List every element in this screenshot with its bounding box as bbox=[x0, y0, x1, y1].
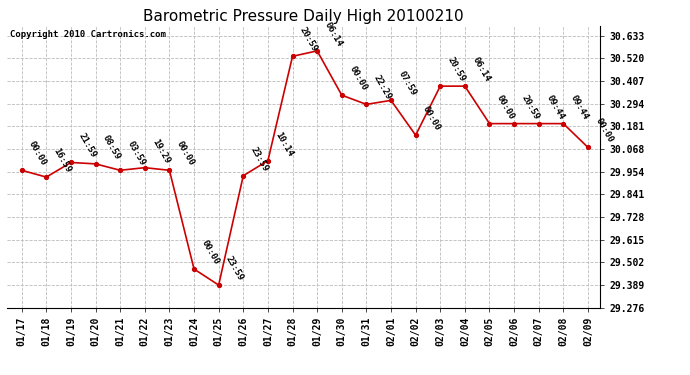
Text: 23:59: 23:59 bbox=[224, 255, 246, 282]
Text: 19:29: 19:29 bbox=[150, 137, 172, 165]
Text: 06:14: 06:14 bbox=[471, 56, 492, 83]
Text: 00:00: 00:00 bbox=[593, 117, 615, 145]
Text: 06:14: 06:14 bbox=[323, 20, 344, 48]
Text: 07:59: 07:59 bbox=[397, 70, 418, 98]
Text: 23:59: 23:59 bbox=[249, 145, 270, 173]
Text: 08:59: 08:59 bbox=[101, 134, 122, 161]
Text: 21:59: 21:59 bbox=[77, 132, 98, 160]
Text: 00:00: 00:00 bbox=[27, 140, 48, 168]
Text: 20:59: 20:59 bbox=[446, 56, 467, 83]
Text: Copyright 2010 Cartronics.com: Copyright 2010 Cartronics.com bbox=[10, 30, 166, 39]
Text: 09:44: 09:44 bbox=[544, 93, 566, 121]
Text: 16:59: 16:59 bbox=[52, 147, 73, 174]
Text: 10:14: 10:14 bbox=[273, 130, 295, 158]
Text: 00:00: 00:00 bbox=[347, 64, 368, 92]
Text: 22:29: 22:29 bbox=[372, 74, 393, 102]
Text: 00:00: 00:00 bbox=[495, 93, 516, 121]
Text: 00:00: 00:00 bbox=[199, 238, 221, 266]
Title: Barometric Pressure Daily High 20100210: Barometric Pressure Daily High 20100210 bbox=[144, 9, 464, 24]
Text: 20:59: 20:59 bbox=[520, 93, 541, 121]
Text: 09:44: 09:44 bbox=[569, 93, 590, 121]
Text: 00:00: 00:00 bbox=[175, 140, 196, 168]
Text: 03:59: 03:59 bbox=[126, 140, 147, 168]
Text: 00:00: 00:00 bbox=[421, 105, 442, 132]
Text: 20:59: 20:59 bbox=[298, 26, 319, 54]
